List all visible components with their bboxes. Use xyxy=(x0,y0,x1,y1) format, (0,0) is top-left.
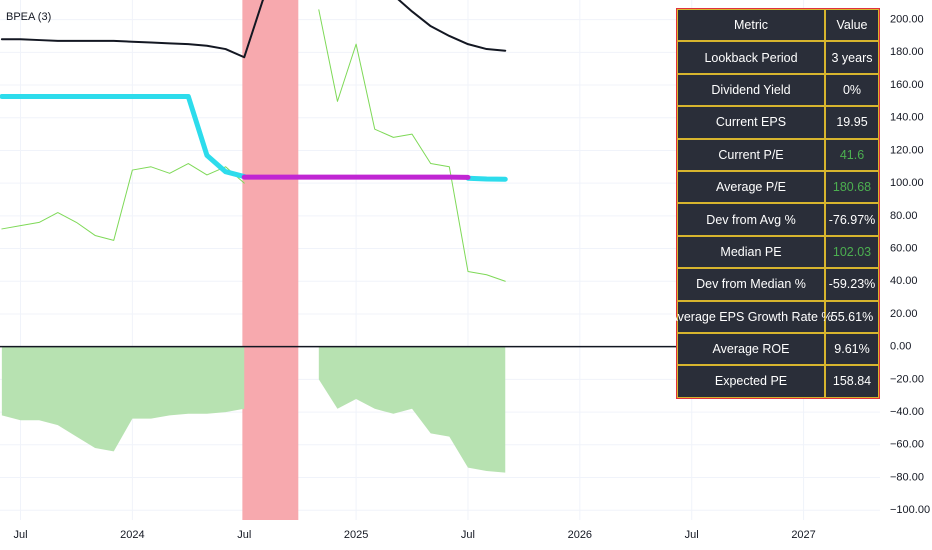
table-row: Dividend Yield 0% xyxy=(677,73,879,107)
highlight-band xyxy=(242,0,299,520)
y-tick-label: 160.00 xyxy=(890,79,924,91)
series-line xyxy=(0,0,507,59)
x-tick-label: Jul xyxy=(685,529,699,541)
x-tick-label: Jul xyxy=(13,529,27,541)
y-tick-label: 80.00 xyxy=(890,210,918,222)
metric-cell: Average P/E xyxy=(677,170,825,204)
metric-cell: Average EPS Growth Rate % xyxy=(669,300,833,333)
x-tick-label: 2025 xyxy=(344,529,368,541)
header-cell: Metric xyxy=(677,9,825,42)
series-area xyxy=(1,346,506,473)
y-tick-label: −20.00 xyxy=(890,373,924,385)
series-line xyxy=(0,93,508,182)
value-cell: 102.03 xyxy=(825,235,879,269)
metric-cell: Dev from Avg % xyxy=(677,203,825,236)
metric-cell: Dividend Yield xyxy=(677,73,825,107)
y-tick-label: 140.00 xyxy=(890,112,924,124)
x-tick-label: Jul xyxy=(461,529,475,541)
y-tick-label: 40.00 xyxy=(890,275,918,287)
y-tick-label: 120.00 xyxy=(890,144,924,156)
metrics-table: Metric Value Lookback Period 3 years Dividen… xyxy=(669,8,880,399)
metric-cell: Lookback Period xyxy=(677,41,825,74)
plot-area xyxy=(0,0,508,520)
table-row: Average ROE 9.61% xyxy=(677,332,879,366)
y-tick-label: 60.00 xyxy=(890,242,918,254)
value-cell: 19.95 xyxy=(825,106,879,139)
x-tick-label: Jul xyxy=(237,529,251,541)
table-row: Average P/E 180.68 xyxy=(677,170,879,204)
table-header: Metric Value xyxy=(677,9,879,42)
x-tick-label: 2027 xyxy=(791,529,815,541)
value-cell: 3 years xyxy=(825,41,879,74)
table-row: Current EPS 19.95 xyxy=(677,106,879,139)
value-cell: -76.97% xyxy=(825,203,879,236)
value-cell: 9.61% xyxy=(825,332,879,366)
x-tick-label: 2026 xyxy=(568,529,592,541)
table-row: Dev from Median % -59.23% xyxy=(677,268,879,301)
y-tick-label: 200.00 xyxy=(890,14,924,26)
y-tick-label: −100.00 xyxy=(890,504,930,516)
table-row: Median PE 102.03 xyxy=(677,235,879,269)
table-row: Lookback Period 3 years xyxy=(677,41,879,74)
y-tick-label: 100.00 xyxy=(890,177,924,189)
table-row: Dev from Avg % -76.97% xyxy=(677,203,879,236)
value-cell: 180.68 xyxy=(825,170,879,204)
chart-title: BPEA (3) xyxy=(6,11,51,23)
table-row: Current P/E 41.6 xyxy=(677,138,879,171)
header-cell: Value xyxy=(825,9,879,42)
metric-cell: Dev from Median % xyxy=(677,268,825,301)
value-cell: 0% xyxy=(825,73,879,107)
y-tick-label: 20.00 xyxy=(890,308,918,320)
y-tick-label: −40.00 xyxy=(890,406,924,418)
y-tick-label: −60.00 xyxy=(890,439,924,451)
table-row: Expected PE 158.84 xyxy=(677,365,879,398)
metric-cell: Median PE xyxy=(677,235,825,269)
metric-cell: Current EPS xyxy=(677,106,825,139)
metric-cell: Current P/E xyxy=(677,138,825,171)
value-cell: 158.84 xyxy=(825,365,879,398)
series-line xyxy=(1,9,506,282)
metric-cell: Expected PE xyxy=(677,365,825,398)
table-row: Average EPS Growth Rate % 55.61% xyxy=(669,300,879,333)
value-cell: 55.61% xyxy=(825,300,879,333)
y-tick-label: 180.00 xyxy=(890,46,924,58)
value-cell: 41.6 xyxy=(825,138,879,171)
x-tick-label: 2024 xyxy=(120,529,144,541)
y-tick-label: 0.00 xyxy=(890,341,911,353)
metric-cell: Average ROE xyxy=(677,332,825,366)
value-cell: -59.23% xyxy=(825,268,879,301)
y-tick-label: −80.00 xyxy=(890,471,924,483)
